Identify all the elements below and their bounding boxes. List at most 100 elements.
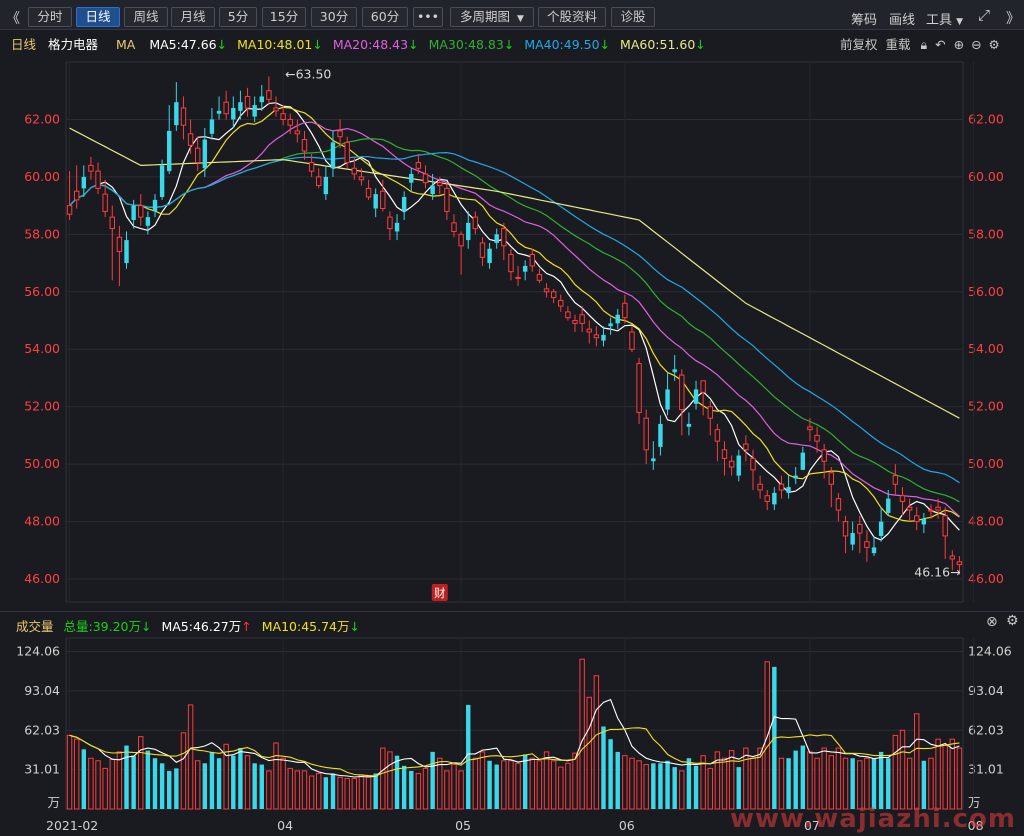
draw-line-button[interactable]: 画线 (889, 13, 916, 28)
candle-body (665, 389, 670, 410)
lock-icon[interactable]: 🔒︎ (920, 37, 928, 52)
vol-tick-left: 62.03 (24, 722, 60, 737)
candle-body (942, 515, 948, 537)
candle (956, 556, 963, 575)
volume-bar (814, 757, 820, 810)
low-annotation: 46.16→ (914, 564, 960, 579)
candle-body (401, 197, 407, 212)
volume-bar (358, 774, 365, 810)
period-button-4[interactable]: 5分 (219, 7, 257, 27)
gear-icon[interactable]: ⚙ (988, 37, 1000, 52)
candle-body (878, 521, 884, 536)
period-button-2[interactable]: 周线 (124, 7, 168, 27)
period-button-0[interactable]: 分时 (28, 7, 72, 27)
candle-body (174, 102, 179, 126)
y-tick-right: 54.00 (968, 341, 1004, 356)
period-button-5[interactable]: 15分 (262, 7, 306, 27)
expand-right-icon[interactable]: 》 (1006, 11, 1020, 27)
candle-body (437, 182, 443, 187)
zoom-out-icon[interactable]: ⊖ (971, 37, 982, 52)
period-button-3[interactable]: 月线 (171, 7, 215, 27)
candle-body (586, 328, 592, 333)
volume-bar (109, 759, 115, 810)
volume-bar (928, 757, 934, 810)
volume-bar (914, 713, 920, 810)
volume-bar (437, 757, 443, 810)
candle-body (522, 265, 528, 272)
volume-bar (466, 704, 471, 809)
candle-body (864, 541, 870, 548)
candle-body (743, 443, 749, 451)
chevron-down-icon: ▼ (517, 14, 524, 24)
candle-body (330, 142, 336, 169)
candle (565, 306, 571, 321)
candle-body (835, 498, 842, 511)
candle (337, 119, 343, 149)
volume-bar (672, 767, 677, 809)
candle-body (899, 495, 906, 502)
candle-body (487, 248, 492, 264)
candle (800, 446, 806, 470)
candle (351, 156, 358, 180)
close-icon[interactable]: ⊗ (986, 614, 998, 630)
period-button-6[interactable]: 30分 (311, 7, 357, 27)
candle-body (857, 523, 863, 534)
candle (472, 211, 479, 235)
volume-bar (422, 767, 429, 810)
candle (180, 96, 187, 140)
fullscreen-icon[interactable]: ⤢ (978, 6, 991, 24)
volume-bar (878, 751, 884, 809)
vol-ma10-line (69, 727, 960, 777)
y-tick-left: 56.00 (24, 284, 60, 299)
volume-bar (209, 751, 215, 809)
watermark: www.wajiazhi.com (729, 804, 1016, 834)
candle-body (202, 139, 208, 169)
volume-bar (430, 751, 435, 809)
volume-bar (800, 745, 806, 809)
candle-body (308, 162, 315, 172)
candle-body (736, 455, 741, 476)
volume-bar (593, 675, 600, 810)
more-button[interactable]: ••• (413, 7, 443, 27)
right-controls: 前复权 重载 🔒︎ ↶ ⊕ ⊖ ⚙ (840, 34, 1000, 53)
collapse-left-icon[interactable]: 《 (6, 11, 20, 27)
volume-bar (73, 738, 80, 810)
candle (66, 171, 73, 220)
tools-menu[interactable]: 工具 ▼ (926, 9, 963, 28)
candle (380, 179, 386, 212)
diagnose-button[interactable]: 诊股 (611, 7, 655, 27)
period-button-1[interactable]: 日线 (76, 7, 120, 27)
candle (886, 489, 891, 516)
volume-bar (409, 770, 414, 809)
volume-bar (536, 760, 543, 810)
candle (238, 90, 243, 120)
multi-period-dropdown[interactable]: 多周期图 ▼ (450, 7, 534, 27)
candle-body (273, 107, 279, 112)
period-button-7[interactable]: 60分 (362, 7, 408, 27)
candle-body (287, 118, 293, 126)
candle (757, 475, 763, 499)
gear-icon[interactable]: ⚙ (1006, 613, 1019, 629)
candle (892, 464, 899, 496)
volume-bar (180, 732, 187, 810)
candle (586, 320, 592, 344)
volume-bar (174, 768, 179, 809)
volume-bar (259, 764, 264, 809)
candle (131, 199, 136, 229)
chips-button[interactable]: 筹码 (851, 13, 878, 28)
candle (828, 467, 835, 508)
kline-chart[interactable]: 62.00 62.00 60.00 60.00 58.00 58.00 56.00 56.00… (0, 30, 1024, 610)
volume-chart[interactable]: 124.06 124.06 93.04 93.04 62.03 62.03 31.01 31.… (0, 612, 1024, 836)
volume-bar (451, 764, 457, 810)
volume-bar (238, 748, 243, 809)
undo-icon[interactable]: ↶ (935, 37, 946, 52)
volume-bar (501, 760, 507, 810)
arrow-up-icon: ↑ (241, 619, 252, 634)
stock-info-button[interactable]: 个股资料 (538, 7, 606, 27)
candle-body (252, 105, 257, 117)
candle-body (472, 216, 479, 230)
zoom-in-icon[interactable]: ⊕ (953, 37, 965, 52)
reload-button[interactable]: 重载 (885, 37, 911, 52)
candle (778, 475, 785, 499)
adjust-button[interactable]: 前复权 (840, 37, 878, 52)
